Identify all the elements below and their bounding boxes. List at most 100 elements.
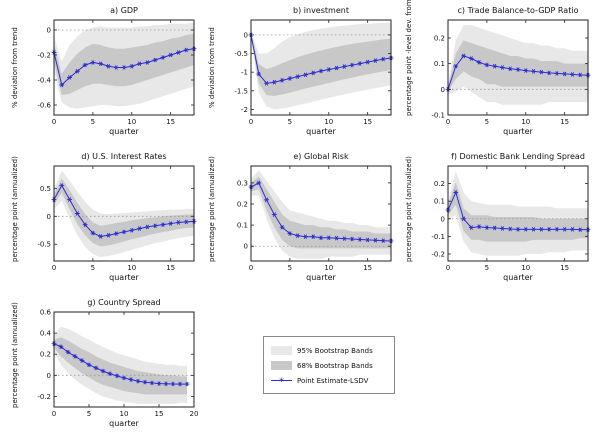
legend-item-95: 95% Bootstrap Bands — [271, 343, 387, 358]
svg-text:10: 10 — [324, 118, 333, 126]
plot-area-domestic-bank-lending-spread: 0 5 10 15 0.2 0.1 0 -0.1 -0.2 — [431, 165, 591, 272]
legend: 95% Bootstrap Bands 68% Bootstrap Bands … — [263, 336, 395, 394]
svg-text:5: 5 — [87, 410, 91, 418]
star-marker-icon: * — [279, 375, 284, 387]
legend-label-68: 68% Bootstrap Bands — [297, 361, 373, 370]
svg-text:-1.5: -1.5 — [234, 87, 248, 95]
chart-title: d) U.S. Interest Rates — [81, 152, 167, 161]
svg-text:-0.5: -0.5 — [37, 241, 51, 249]
svg-text:0: 0 — [244, 243, 248, 251]
svg-text:15: 15 — [166, 264, 175, 272]
point-estimate-swatch: * — [271, 375, 292, 387]
svg-text:0.1: 0.1 — [434, 198, 445, 206]
svg-text:0: 0 — [244, 31, 248, 39]
svg-text:10: 10 — [127, 118, 136, 126]
legend-item-68: 68% Bootstrap Bands — [271, 358, 387, 373]
svg-text:0.6: 0.6 — [40, 309, 52, 317]
svg-text:5: 5 — [485, 118, 489, 126]
plot-area-gdp: 0 5 10 15 0 -0.2 -0.4 -0.6 — [37, 19, 197, 126]
chart-us-interest-rates: d) U.S. Interest Rates percentage point … — [8, 152, 201, 292]
svg-text:-0.4: -0.4 — [37, 77, 51, 85]
svg-text:0.2: 0.2 — [434, 34, 445, 42]
svg-text:5: 5 — [288, 264, 292, 272]
svg-text:10: 10 — [521, 118, 530, 126]
legend-label-95: 95% Bootstrap Bands — [297, 346, 373, 355]
svg-text:15: 15 — [155, 410, 164, 418]
svg-text:0.1: 0.1 — [237, 222, 248, 230]
svg-text:15: 15 — [363, 264, 372, 272]
svg-text:15: 15 — [166, 118, 175, 126]
svg-text:-0.6: -0.6 — [37, 102, 51, 110]
svg-text:0.2: 0.2 — [434, 180, 445, 188]
svg-text:20: 20 — [190, 410, 199, 418]
svg-text:15: 15 — [560, 264, 569, 272]
svg-text:0: 0 — [47, 213, 51, 221]
plot-area-us-interest-rates: 0 5 10 15 0.5 0 -0.5 — [37, 165, 197, 272]
svg-text:0: 0 — [446, 264, 450, 272]
svg-text:15: 15 — [363, 118, 372, 126]
chart-title: b) investment — [293, 6, 349, 15]
svg-text:-0.1: -0.1 — [431, 112, 445, 120]
plot-area-global-risk: 0 5 10 15 0.3 0.2 0.1 0 — [237, 165, 394, 272]
svg-text:-1: -1 — [241, 69, 248, 77]
svg-text:0: 0 — [47, 27, 51, 35]
svg-text:15: 15 — [560, 118, 569, 126]
x-axis-label: quarter — [109, 273, 139, 282]
svg-text:0.5: 0.5 — [40, 185, 51, 193]
chart-title: g) Country Spread — [87, 298, 161, 307]
svg-text:5: 5 — [288, 118, 292, 126]
x-axis-label: quarter — [306, 273, 336, 282]
svg-text:-0.5: -0.5 — [234, 50, 248, 58]
x-axis-label: quarter — [109, 127, 139, 136]
chart-domestic-bank-lending-spread: f) Domestic Bank Lending Spread percenta… — [402, 152, 595, 292]
svg-text:5: 5 — [91, 264, 95, 272]
svg-text:0.3: 0.3 — [237, 179, 248, 187]
x-axis-label: quarter — [503, 273, 533, 282]
svg-text:-0.2: -0.2 — [37, 393, 51, 401]
svg-text:0: 0 — [52, 264, 56, 272]
svg-text:0.1: 0.1 — [434, 60, 445, 68]
svg-text:0: 0 — [249, 264, 253, 272]
svg-text:-2: -2 — [241, 106, 248, 114]
svg-text:0.2: 0.2 — [40, 351, 51, 359]
legend-item-point-estimate: * Point Estimate-LSDV — [271, 373, 387, 388]
svg-text:0: 0 — [441, 86, 445, 94]
band68-swatch — [271, 361, 292, 370]
band95-swatch — [271, 346, 292, 355]
chart-title: f) Domestic Bank Lending Spread — [451, 152, 585, 161]
svg-text:0: 0 — [52, 118, 56, 126]
svg-text:0: 0 — [52, 410, 56, 418]
plot-area-trade-balance: 0 5 10 150.20.10-0.1 — [431, 19, 591, 126]
plot-area-country-spread: 0 5 10 15 20 0.6 0.4 0.2 0 -0.2 — [37, 309, 199, 419]
svg-text:-0.2: -0.2 — [37, 52, 51, 60]
svg-text:10: 10 — [127, 264, 136, 272]
svg-text:5: 5 — [91, 118, 95, 126]
chart-title: a) GDP — [110, 6, 138, 15]
chart-gdp: a) GDP % deviation from trend 0 5 10 15 0 -0.… — [8, 6, 201, 146]
svg-text:10: 10 — [120, 410, 129, 418]
chart-country-spread: g) Country Spread percentage point (annu… — [8, 298, 201, 438]
x-axis-label: quarter — [306, 127, 336, 136]
svg-text:10: 10 — [324, 264, 333, 272]
svg-text:-0.1: -0.1 — [431, 233, 445, 241]
svg-text:0: 0 — [441, 215, 445, 223]
plot-area-investment: 0 5 10 15 0 -0.5 -1 -1.5 -2 — [234, 19, 394, 126]
legend-label-point-estimate: Point Estimate-LSDV — [297, 376, 369, 385]
chart-title: c) Trade Balance-to-GDP Ratio — [457, 6, 579, 15]
chart-global-risk: e) Global Risk percentage point (annuali… — [205, 152, 398, 292]
svg-text:0: 0 — [446, 118, 450, 126]
svg-text:0.2: 0.2 — [237, 201, 248, 209]
svg-text:-0.2: -0.2 — [431, 250, 445, 258]
svg-text:10: 10 — [521, 264, 530, 272]
svg-text:0: 0 — [47, 372, 51, 380]
x-axis-label: quarter — [503, 127, 533, 136]
svg-text:0: 0 — [249, 118, 253, 126]
chart-trade-balance: c) Trade Balance-to-GDP Ratio percentage… — [402, 0, 595, 146]
x-axis-label: quarter — [109, 419, 139, 428]
svg-text:5: 5 — [485, 264, 489, 272]
chart-title: e) Global Risk — [293, 152, 349, 161]
line-swatch — [271, 380, 292, 381]
svg-text:0.4: 0.4 — [40, 330, 52, 338]
